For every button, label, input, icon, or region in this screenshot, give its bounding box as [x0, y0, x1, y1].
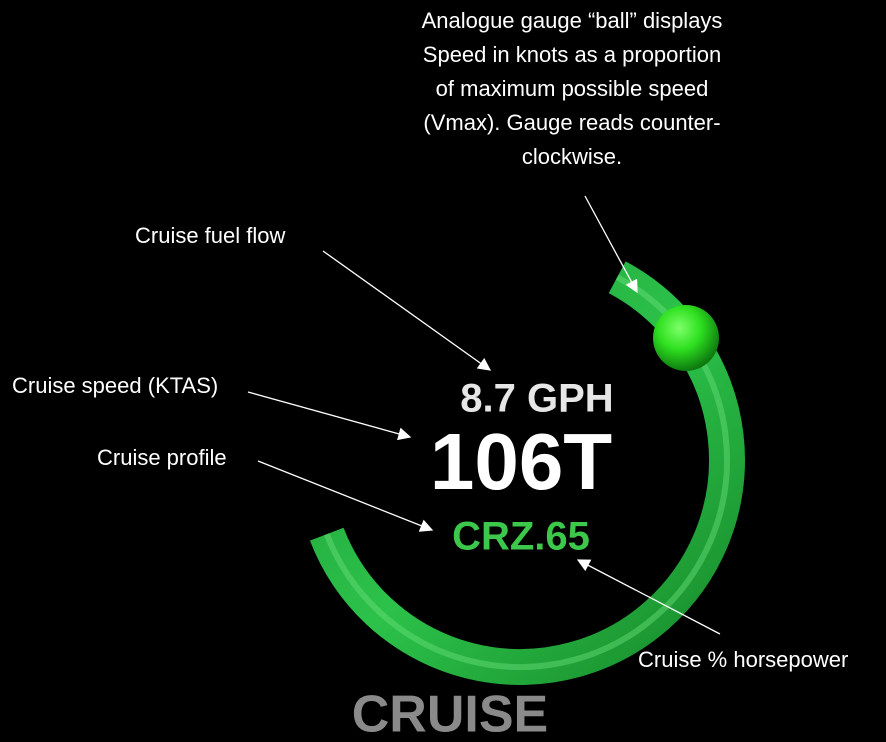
arrow — [585, 196, 637, 292]
annotation-text: of maximum possible speed — [436, 76, 709, 101]
profile: CRZ.65 — [452, 515, 590, 559]
annotations: Analogue gauge “ball” displays Speed in k… — [12, 8, 848, 672]
annotation-text: Analogue gauge “ball” displays — [422, 8, 723, 33]
arrow — [323, 251, 490, 370]
gauge-ball — [653, 305, 719, 371]
annotation-text: clockwise. — [522, 144, 622, 169]
screenshot: 8.7 GPH 106T CRZ.65 CRUISE Analogue gaug… — [0, 0, 886, 742]
speed: 106T — [430, 417, 612, 506]
annotation-text: Cruise fuel flow — [135, 223, 286, 248]
annotation-text: (Vmax). Gauge reads counter- — [423, 110, 720, 135]
arrow — [258, 461, 432, 530]
arrow — [248, 392, 410, 437]
page: 8.7 GPH 106T CRZ.65 CRUISE Analogue gaug… — [0, 0, 886, 742]
annotation-text: Cruise % horsepower — [638, 647, 848, 672]
annotation-text: Cruise profile — [97, 445, 227, 470]
fuel-flow: 8.7 GPH — [460, 377, 613, 421]
mode-label: CRUISE — [352, 686, 548, 742]
annotation-text: Speed in knots as a proportion — [423, 42, 721, 67]
annotation-text: Cruise speed (KTAS) — [12, 373, 218, 398]
